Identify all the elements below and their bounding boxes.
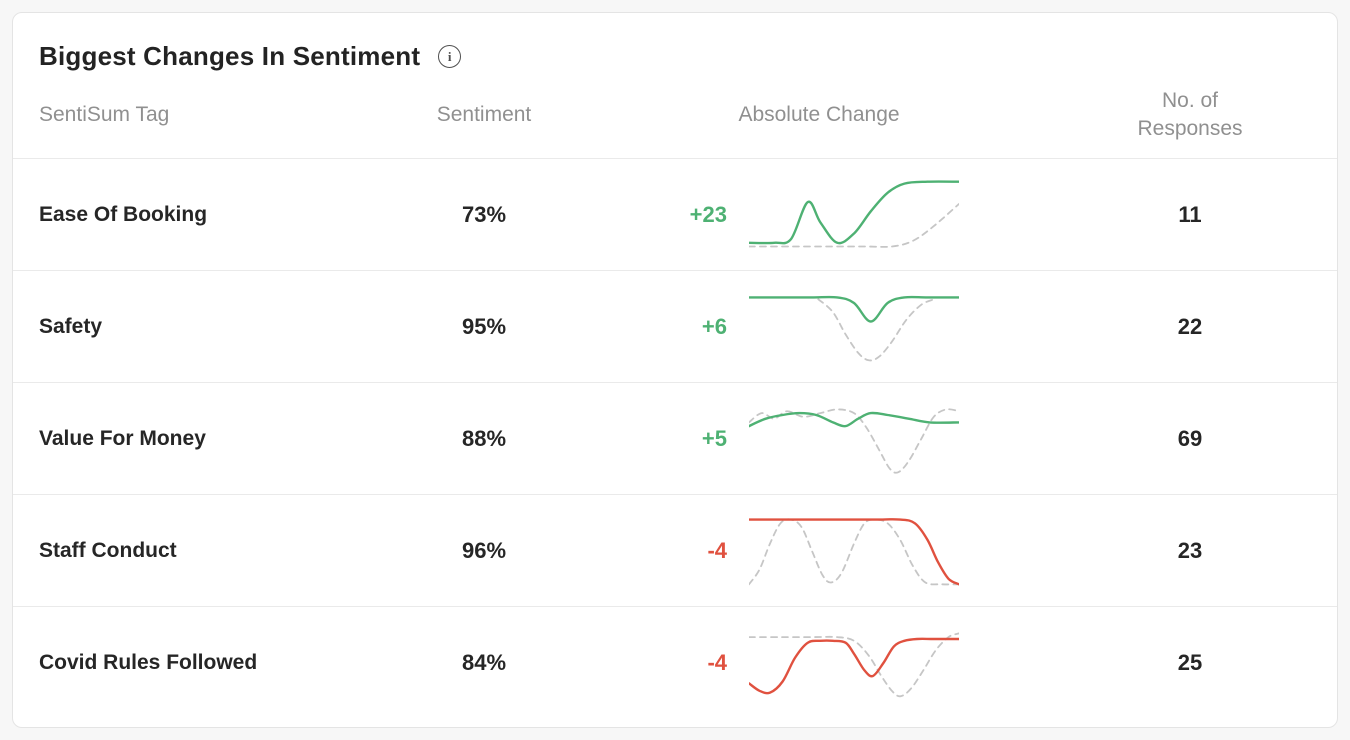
column-header-tag: SentiSum Tag [39, 103, 170, 126]
responses-value: 25 [1177, 649, 1203, 675]
table-row[interactable]: Ease Of Booking 73% +23 11 [13, 158, 1337, 270]
sentiment-value: 96% [461, 537, 507, 563]
change-cell: +23 [569, 178, 1069, 252]
table-row[interactable]: Staff Conduct 96% -4 23 [13, 494, 1337, 606]
change-cell: -4 [569, 514, 1069, 588]
change-value: +23 [689, 201, 727, 227]
change-cell: +6 [569, 290, 1069, 364]
sentiment-value: 88% [461, 425, 507, 451]
change-value: +6 [701, 313, 727, 339]
table-row[interactable]: Value For Money 88% +5 69 [13, 382, 1337, 494]
column-header-change: Absolute Change [738, 103, 900, 126]
card-header: Biggest Changes In Sentiment i [13, 13, 1337, 72]
tag-label: Safety [39, 314, 103, 338]
sentiment-value: 84% [461, 649, 507, 675]
sparkline-chart [749, 407, 959, 474]
change-cell: +5 [569, 402, 1069, 476]
table-row[interactable]: Covid Rules Followed 84% -4 25 [13, 606, 1337, 718]
sentiment-value: 95% [461, 313, 507, 339]
responses-value: 69 [1177, 425, 1203, 451]
table-header: SentiSum Tag Sentiment Absolute Change N… [13, 72, 1337, 158]
page-title: Biggest Changes In Sentiment [39, 41, 421, 71]
sparkline-chart [749, 295, 959, 361]
change-value: +5 [701, 425, 727, 451]
tag-label: Value For Money [39, 426, 206, 450]
tag-label: Covid Rules Followed [39, 650, 258, 674]
responses-value: 11 [1178, 201, 1202, 227]
tag-label: Staff Conduct [39, 538, 177, 562]
change-value: -4 [707, 649, 727, 675]
responses-value: 23 [1177, 537, 1203, 563]
sparkline-chart [749, 179, 959, 248]
tag-label: Ease Of Booking [39, 202, 208, 226]
sparkline-chart [749, 632, 959, 697]
sparkline-chart [749, 517, 959, 585]
change-cell: -4 [569, 626, 1069, 700]
change-value: -4 [707, 537, 727, 563]
column-header-responses: No. of Responses [1137, 88, 1243, 140]
column-header-sentiment: Sentiment [436, 103, 532, 126]
table-row[interactable]: Safety 95% +6 22 [13, 270, 1337, 382]
info-icon[interactable]: i [438, 45, 462, 68]
sentiment-changes-card: Biggest Changes In Sentiment i SentiSum … [12, 12, 1338, 728]
responses-value: 22 [1177, 313, 1203, 339]
sentiment-value: 73% [461, 201, 507, 227]
